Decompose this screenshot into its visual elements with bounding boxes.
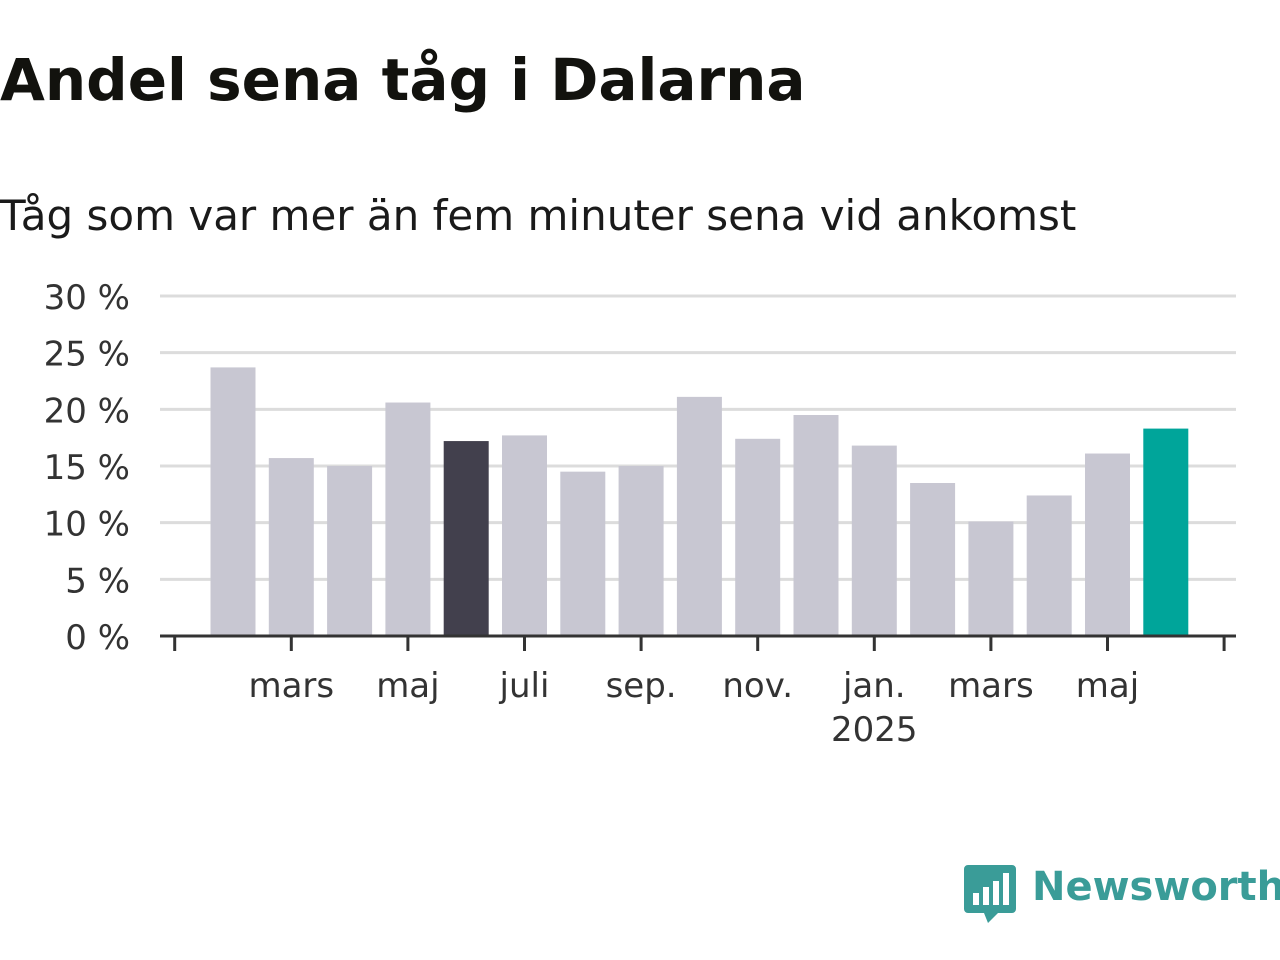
bar-2024-03 (268, 458, 314, 636)
x-tick-label: jan. (842, 666, 906, 706)
y-tick-label: 0 % (65, 618, 130, 658)
bar-2024-07 (502, 435, 547, 636)
brand-name: Newsworthy (1032, 864, 1280, 910)
bar-2024-02 (210, 367, 256, 636)
x-tick-label: nov. (722, 666, 793, 706)
y-tick-label: 25 % (44, 335, 130, 375)
bar-2024-09 (618, 466, 664, 636)
chart-title: Andel sena tåg i Dalarna (0, 46, 806, 114)
bar-2024-04 (327, 466, 373, 636)
x-tick-label: mars (248, 666, 334, 706)
x-axis (160, 634, 1236, 651)
x-axis-tick-labels: mars maj juli sep. nov. jan.2025 mars maj (248, 666, 1139, 750)
y-tick-label: 10 % (44, 505, 130, 545)
x-tick-label: maj (1076, 666, 1139, 706)
y-tick-label: 30 % (44, 278, 130, 318)
bar-2024-12 (793, 415, 839, 636)
bar-2024-08 (560, 471, 606, 636)
bar-2024-06 (443, 441, 489, 636)
x-tick-label: juli (499, 666, 550, 706)
x-tick-year-label: 2025 (831, 710, 918, 750)
bar-2024-10 (676, 396, 722, 636)
bar-2024-11 (735, 438, 781, 636)
bars (210, 367, 1189, 636)
x-tick-label: sep. (606, 666, 677, 706)
chart-subtitle: Tåg som var mer än fem minuter sena vid … (0, 191, 1077, 240)
bar-2025-01 (851, 445, 897, 636)
bar-chart: 0 % 5 % 10 % 15 % 20 % 25 % 30 % mars maj juli se… (44, 278, 1236, 750)
bar-2025-06 (1143, 428, 1189, 636)
x-tick-label: mars (948, 666, 1034, 706)
y-axis-tick-labels: 0 % 5 % 10 % 15 % 20 % 25 % 30 % (44, 278, 130, 658)
bar-2024-05 (385, 402, 431, 636)
bar-2025-02 (910, 483, 956, 636)
bar-chart-speech-bubble-icon (964, 865, 1016, 923)
bar-2025-04 (1026, 495, 1072, 636)
bar-2025-03 (968, 521, 1014, 636)
y-tick-label: 15 % (44, 448, 130, 488)
newsworthy-logo: Newsworthy (964, 862, 1280, 928)
y-tick-label: 5 % (65, 561, 130, 601)
x-tick-label: maj (376, 666, 439, 706)
bar-2025-05 (1085, 453, 1130, 636)
y-tick-label: 20 % (44, 391, 130, 431)
